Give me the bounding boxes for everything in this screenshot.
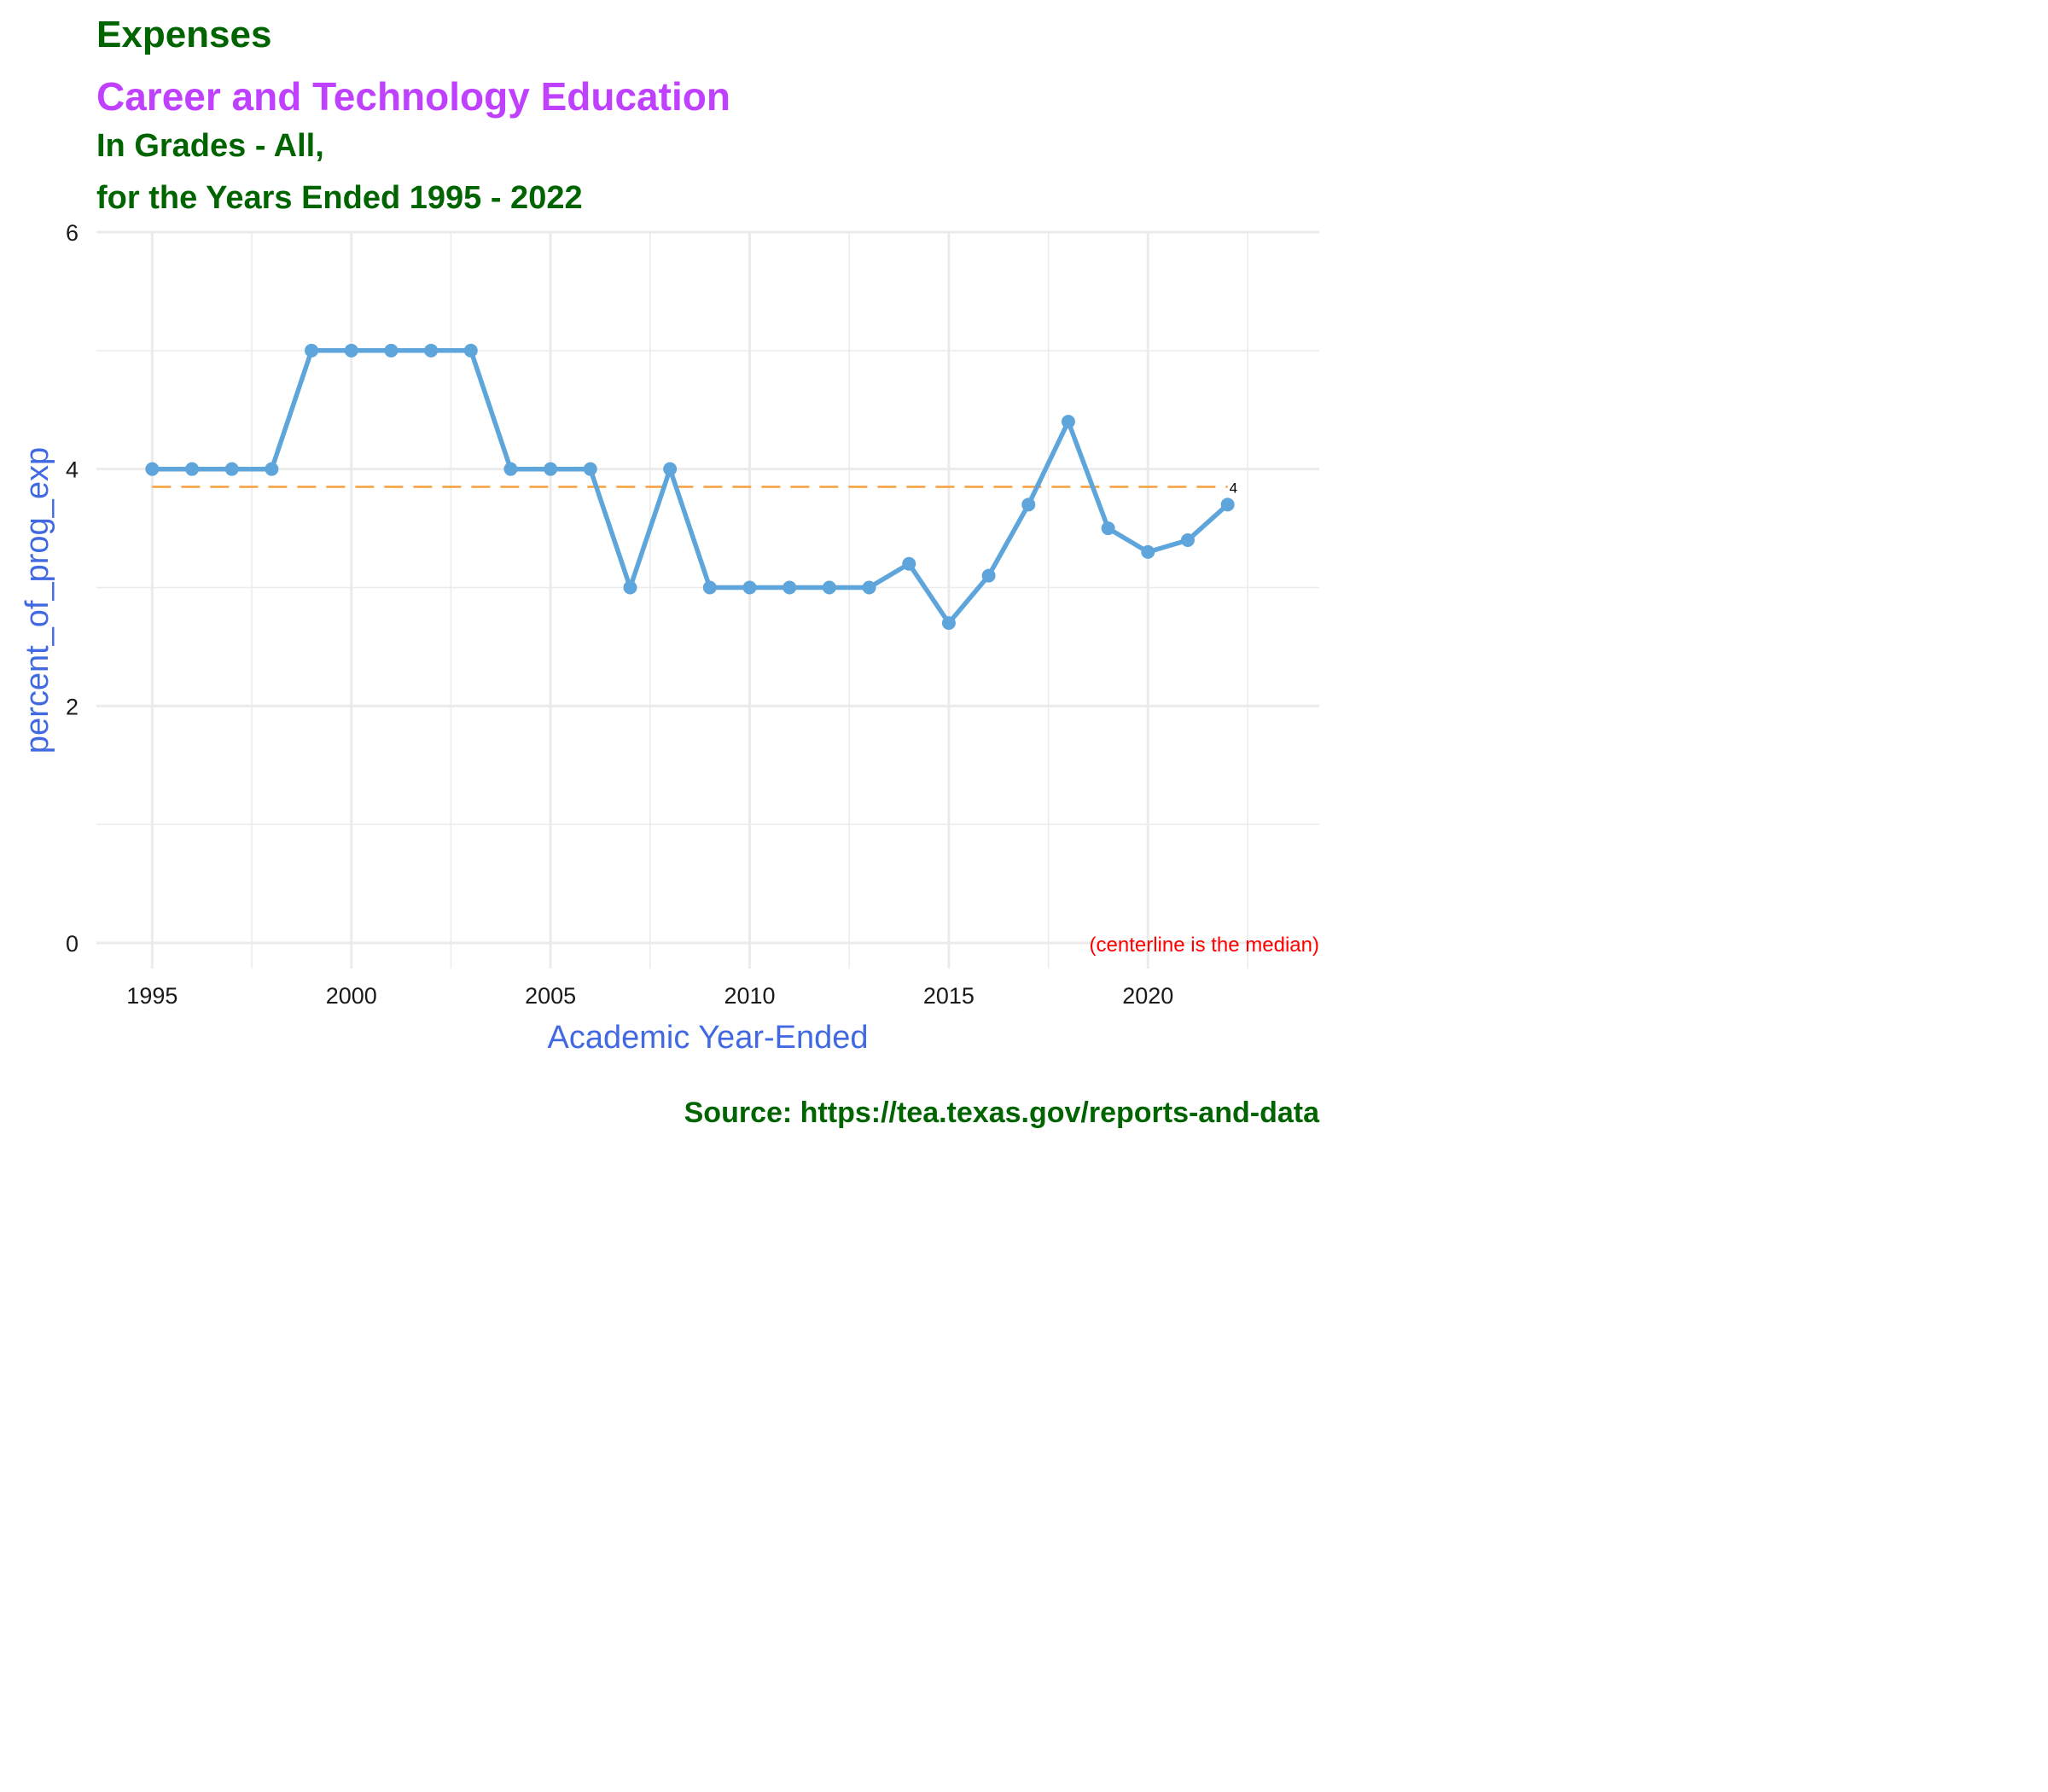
chart-subtitle-grades: In Grades - All, xyxy=(96,128,324,164)
data-point xyxy=(1061,415,1075,429)
y-tick-label: 2 xyxy=(66,694,79,719)
chart-title: Expenses xyxy=(96,14,272,55)
x-tick-label: 2020 xyxy=(1122,983,1173,1009)
data-point xyxy=(463,343,478,358)
data-point xyxy=(941,616,956,631)
data-point xyxy=(822,580,836,595)
x-tick-label: 2010 xyxy=(724,983,775,1009)
data-point xyxy=(862,580,876,595)
data-point xyxy=(1141,544,1155,559)
data-point xyxy=(981,568,996,583)
chart-subtitle-years: for the Years Ended 1995 - 2022 xyxy=(96,180,583,216)
line-chart: 1995 2000 2005 2010 2015 2020 0 2 4 6 4 (centerli… xyxy=(20,220,1319,1056)
data-point xyxy=(344,343,358,358)
data-point xyxy=(1101,521,1115,536)
tick-labels: 1995 2000 2005 2010 2015 2020 0 2 4 6 xyxy=(66,220,1173,1009)
data-point xyxy=(185,462,200,476)
x-tick-label: 2015 xyxy=(923,983,975,1009)
grid-lines xyxy=(96,230,1319,969)
median-note: (centerline is the median) xyxy=(1090,934,1319,957)
data-point xyxy=(702,580,717,595)
data-point xyxy=(224,462,239,476)
y-axis-label: percent_of_prog_exp xyxy=(20,447,55,753)
data-point xyxy=(503,462,518,476)
chart-subtitle: Career and Technology Education xyxy=(96,74,730,119)
data-point xyxy=(663,462,678,476)
x-tick-label: 2000 xyxy=(326,983,377,1009)
data-point xyxy=(544,462,558,476)
series-line xyxy=(152,348,1230,625)
data-point xyxy=(783,580,797,595)
data-point xyxy=(424,343,439,358)
data-point xyxy=(1220,497,1235,512)
data-point xyxy=(583,462,597,476)
data-point xyxy=(265,462,279,476)
data-point xyxy=(1021,497,1036,512)
x-tick-label: 2005 xyxy=(525,983,576,1009)
data-point xyxy=(742,580,757,595)
data-points xyxy=(145,343,1235,631)
x-axis-label: Academic Year-Ended xyxy=(547,1020,868,1056)
median-label: 4 xyxy=(1230,480,1237,496)
y-tick-label: 6 xyxy=(66,220,79,246)
data-point xyxy=(902,556,916,571)
y-tick-label: 0 xyxy=(66,931,79,957)
source-citation: Source: https://tea.texas.gov/reports-an… xyxy=(684,1097,1319,1129)
y-tick-label: 4 xyxy=(66,457,79,483)
data-point xyxy=(623,580,637,595)
x-tick-label: 1995 xyxy=(126,983,177,1009)
data-point xyxy=(145,462,160,476)
data-point xyxy=(305,343,319,358)
data-point xyxy=(384,343,399,358)
data-point xyxy=(1180,532,1195,547)
